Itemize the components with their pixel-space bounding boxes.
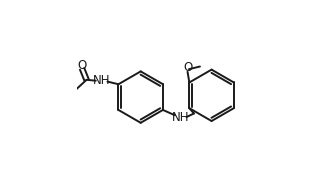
Text: NH: NH xyxy=(172,111,189,123)
Text: O: O xyxy=(183,61,192,74)
Text: O: O xyxy=(77,59,87,72)
Text: NH: NH xyxy=(93,74,110,87)
